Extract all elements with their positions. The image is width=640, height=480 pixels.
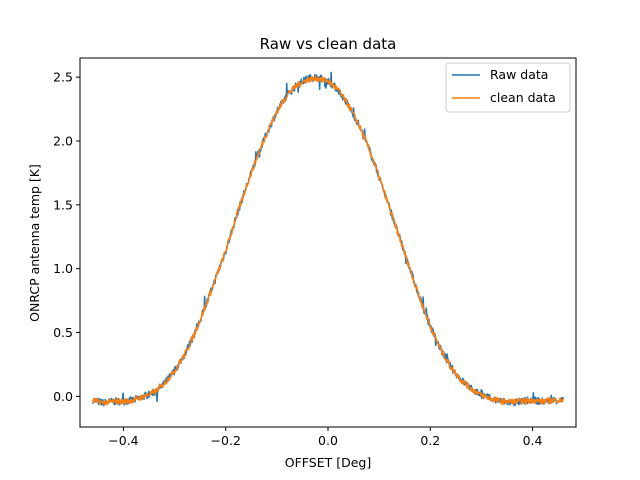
y-tick-label: 1.5 [53, 197, 73, 212]
x-tick-label: −0.2 [211, 433, 241, 448]
x-axis-label: OFFSET [Deg] [285, 455, 371, 470]
legend-label-clean-data: clean data [490, 90, 556, 105]
legend-label-raw-data: Raw data [490, 67, 548, 82]
y-axis-ticks: 0.0 0.5 1.0 1.5 2.0 2.5 [53, 70, 80, 404]
x-tick-label: −0.4 [108, 433, 138, 448]
legend: Raw data clean data [445, 62, 571, 113]
x-tick-label: 0.0 [318, 433, 338, 448]
y-axis-label: ONRCP antenna temp [K] [27, 164, 42, 322]
series-layer [92, 71, 564, 407]
x-tick-label: 0.2 [420, 433, 440, 448]
y-tick-label: 0.5 [53, 325, 73, 340]
x-axis-ticks: −0.4 −0.2 0.0 0.2 0.4 [108, 427, 543, 448]
chart-title: Raw vs clean data [260, 35, 397, 53]
x-tick-label: 0.4 [523, 433, 543, 448]
y-tick-label: 2.5 [53, 70, 73, 85]
y-tick-label: 2.0 [53, 133, 73, 148]
y-tick-label: 1.0 [53, 261, 73, 276]
y-tick-label: 0.0 [53, 389, 73, 404]
series-line-clean-data [92, 75, 564, 406]
